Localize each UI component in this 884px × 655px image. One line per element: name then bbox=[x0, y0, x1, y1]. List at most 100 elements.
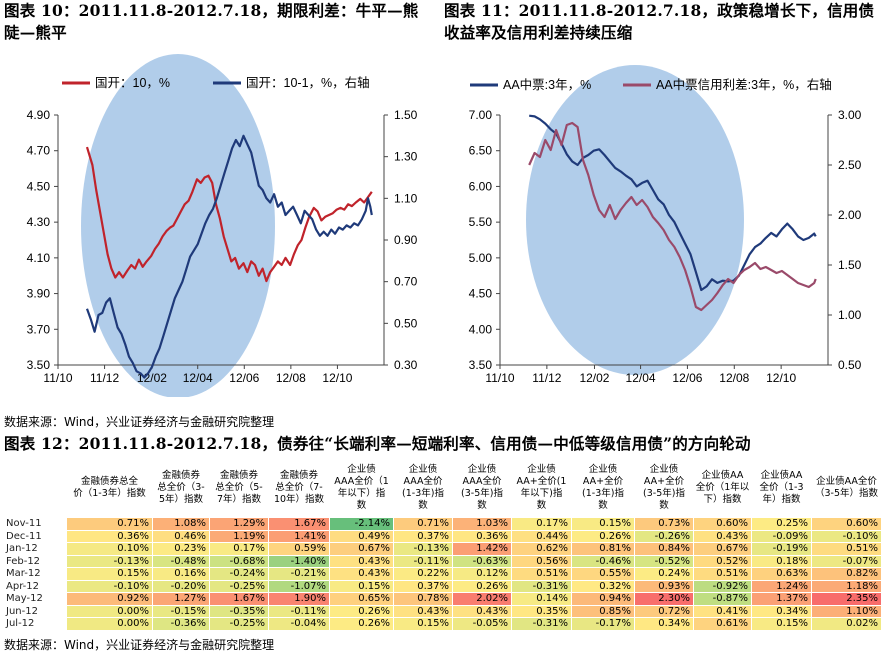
x-tick-label: 12/08 bbox=[719, 371, 749, 385]
table-corner bbox=[3, 458, 67, 518]
table-cell: 0.81% bbox=[571, 542, 635, 556]
table-cell: 0.62% bbox=[511, 542, 572, 556]
source-note-bottom: 数据来源：Wind，兴业证券经济与金融研究院整理 bbox=[4, 638, 275, 652]
table-cell: -0.52% bbox=[634, 554, 694, 568]
table-row: May-12 0.92% 1.27% 1.67% 1.90% 0.65% 0.78% 2.02… bbox=[3, 592, 882, 606]
table-cell: -0.25% bbox=[209, 579, 269, 593]
table-cell: 2.30% bbox=[634, 592, 694, 606]
table-cell: 0.32% bbox=[571, 579, 635, 593]
table-cell: -0.10% bbox=[66, 579, 153, 593]
table-cell: 1.19% bbox=[209, 529, 269, 543]
y-left-tick-label: 5.00 bbox=[469, 251, 493, 265]
table-cell: 0.65% bbox=[329, 592, 394, 606]
figure10-title: 图表 10：2011.11.8-2012.7.18，期限利差：牛平—熊陡—熊平 bbox=[4, 1, 419, 42]
table-cell: 0.15% bbox=[751, 617, 812, 631]
column-header: 金融债券 总全价（5- 7年）指数 bbox=[209, 458, 269, 518]
column-header: 金融债券 总全价（3- 5年）指数 bbox=[152, 458, 210, 518]
table-cell: -0.13% bbox=[66, 554, 153, 568]
table-cell: 0.71% bbox=[393, 517, 453, 531]
table-cell: 0.72% bbox=[634, 604, 694, 618]
table-cell: 2.02% bbox=[452, 592, 512, 606]
x-tick-label: 11/10 bbox=[43, 371, 72, 385]
y-right-tick-label: 0.30 bbox=[394, 358, 418, 372]
table-cell: 0.78% bbox=[393, 592, 453, 606]
table-cell: -0.11% bbox=[268, 604, 330, 618]
x-tick-label: 12/02 bbox=[579, 371, 609, 385]
y-left-tick-label: 4.30 bbox=[27, 215, 51, 229]
table-row: Jan-12 0.10% 0.23% 0.17% 0.59% 0.67% -0.13% 1.4… bbox=[3, 542, 882, 556]
y-left-tick-label: 3.50 bbox=[469, 358, 493, 372]
column-header: 企业债AA全价 （3-5年）指数 bbox=[811, 458, 882, 518]
x-tick-label: 12/08 bbox=[276, 371, 306, 385]
table-cell: 0.43% bbox=[693, 529, 752, 543]
y-left-tick-label: 6.00 bbox=[469, 179, 493, 193]
table-cell: -0.46% bbox=[571, 554, 635, 568]
source-note-top: 数据来源：Wind，兴业证券经济与金融研究院整理 bbox=[4, 415, 275, 429]
x-tick-label: 11/12 bbox=[532, 371, 561, 385]
table-cell: 0.73% bbox=[634, 517, 694, 531]
column-header: 企业债AA 全价（1年以 下）指数 bbox=[693, 458, 752, 518]
table-cell: -0.13% bbox=[393, 542, 453, 556]
y-left-tick-label: 4.70 bbox=[27, 144, 51, 158]
row-label: Mar-12 bbox=[3, 567, 67, 581]
table-cell: -0.15% bbox=[152, 604, 210, 618]
table-cell: 0.26% bbox=[329, 617, 394, 631]
table-cell: 0.10% bbox=[66, 542, 153, 556]
rotation-table: 金融债券总全 价（1-3年）指数 金融债券 总全价（3- 5年）指数 金融债券 总全价（5-… bbox=[3, 458, 882, 631]
table-cell: 0.67% bbox=[329, 542, 394, 556]
y-left-tick-label: 5.50 bbox=[469, 215, 493, 229]
column-header: 企业债AA 全价（1-3 年）指数 bbox=[751, 458, 812, 518]
y-left-tick-label: 3.50 bbox=[27, 358, 51, 372]
chart-fig11: 3.50 4.00 4.50 5.00 5.50 6.00 6.50 7.00 0.50 1.00… bbox=[440, 52, 884, 397]
table-cell: 1.41% bbox=[268, 529, 330, 543]
column-header: 企业债 AA+全价 (1-3年)指数 bbox=[571, 458, 635, 518]
table-cell: 0.25% bbox=[751, 517, 812, 531]
table-cell: 0.93% bbox=[634, 579, 694, 593]
x-tick-label: 12/06 bbox=[672, 371, 702, 385]
table-cell: 0.59% bbox=[268, 542, 330, 556]
legend-label-1: 国开：10-1，%，右轴 bbox=[246, 75, 370, 90]
chart-fig10-svg: 3.50 3.70 3.90 4.10 4.30 4.50 4.70 4.90 0.30 0.50… bbox=[27, 54, 418, 398]
table-cell: -0.26% bbox=[634, 529, 694, 543]
table-cell: 0.34% bbox=[634, 617, 694, 631]
y-right-tick-label: 1.50 bbox=[394, 108, 418, 122]
table-cell: -0.09% bbox=[751, 529, 812, 543]
highlight-ellipse bbox=[81, 54, 275, 398]
column-header: 企业债 AA+全价(1 年以下)指数 bbox=[511, 458, 572, 518]
table-cell: -0.05% bbox=[452, 617, 512, 631]
table-cell: 1.03% bbox=[452, 517, 512, 531]
table-cell: 0.51% bbox=[811, 542, 882, 556]
table-header-row: 金融债券总全 价（1-3年）指数 金融债券 总全价（3- 5年）指数 金融债券 总全价（5-… bbox=[3, 458, 882, 518]
series-line-1 bbox=[85, 134, 373, 379]
x-tick-label: 12/06 bbox=[229, 371, 259, 385]
table-cell: 0.00% bbox=[66, 617, 153, 631]
x-tick-label: 12/04 bbox=[626, 371, 656, 385]
table-cell: 1.08% bbox=[152, 517, 210, 531]
table-row: Mar-12 0.15% 0.16% -0.24% -0.21% 0.43% 0.22% 0.… bbox=[3, 567, 882, 581]
y-right-tick-label: 1.10 bbox=[394, 191, 418, 205]
table-cell: 1.27% bbox=[152, 592, 210, 606]
table-cell: 0.00% bbox=[66, 604, 153, 618]
table-cell: 1.18% bbox=[811, 579, 882, 593]
chart-fig10: 3.50 3.70 3.90 4.10 4.30 4.50 4.70 4.90 0.30 0.50… bbox=[0, 52, 440, 398]
column-header: 企业债 AAA全价 (3-5年)指数 bbox=[452, 458, 512, 518]
table-cell: 0.26% bbox=[452, 579, 512, 593]
table-cell: 0.14% bbox=[511, 592, 572, 606]
table-cell: -0.35% bbox=[209, 604, 269, 618]
table-cell: -0.63% bbox=[452, 554, 512, 568]
x-tick-label: 12/10 bbox=[766, 371, 796, 385]
table-cell: 0.85% bbox=[571, 604, 635, 618]
table-cell: -0.21% bbox=[268, 567, 330, 581]
table-cell: 0.61% bbox=[693, 617, 752, 631]
table-cell: -0.48% bbox=[152, 554, 210, 568]
table-cell: 0.51% bbox=[511, 567, 572, 581]
row-label: Jun-12 bbox=[3, 604, 67, 618]
legend-label-0: 国开：10，% bbox=[95, 76, 170, 90]
table-cell: 0.34% bbox=[751, 604, 812, 618]
table-cell: 0.46% bbox=[152, 529, 210, 543]
figure12-title: 图表 12：2011.11.8-2012.7.18，债券往“长端利率—短端利率、… bbox=[4, 434, 751, 453]
chart-fig11-svg: 3.50 4.00 4.50 5.00 5.50 6.00 6.50 7.00 0.50 1.00… bbox=[469, 65, 862, 385]
y-left-tick-label: 6.50 bbox=[469, 144, 493, 158]
table-cell: 0.15% bbox=[571, 517, 635, 531]
table-cell: 0.12% bbox=[452, 567, 512, 581]
